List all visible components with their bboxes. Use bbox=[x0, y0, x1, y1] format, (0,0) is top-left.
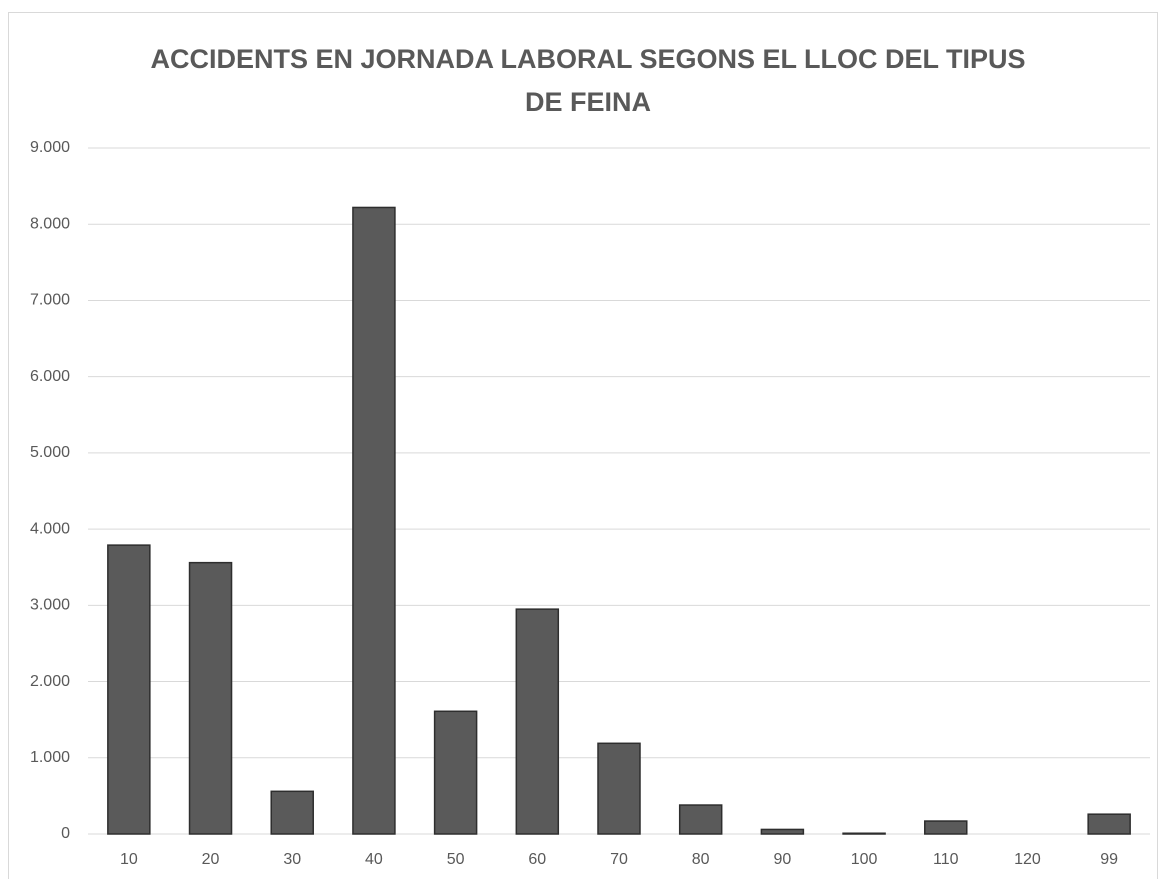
x-tick-label: 90 bbox=[773, 851, 791, 868]
x-tick-label: 60 bbox=[528, 851, 546, 868]
bar bbox=[107, 544, 151, 835]
y-tick-label: 7.000 bbox=[30, 292, 70, 309]
x-tick-label: 30 bbox=[283, 851, 301, 868]
y-tick-label: 1.000 bbox=[30, 749, 70, 766]
x-tick-label: 99 bbox=[1100, 851, 1118, 868]
bar bbox=[270, 790, 314, 835]
x-tick-label: 110 bbox=[933, 851, 959, 868]
x-tick-label: 20 bbox=[202, 851, 220, 868]
y-tick-label: 5.000 bbox=[30, 444, 70, 461]
y-tick-label: 4.000 bbox=[30, 520, 70, 537]
bar bbox=[1087, 813, 1131, 835]
chart-border bbox=[8, 12, 1158, 879]
bar bbox=[352, 206, 396, 835]
x-tick-label: 70 bbox=[610, 851, 628, 868]
y-tick-label: 6.000 bbox=[30, 368, 70, 385]
y-tick-label: 9.000 bbox=[30, 139, 70, 156]
x-tick-label: 120 bbox=[1014, 851, 1041, 868]
y-tick-label: 0 bbox=[61, 825, 70, 842]
bar bbox=[842, 832, 886, 835]
x-tick-label: 40 bbox=[365, 851, 383, 868]
y-tick-label: 3.000 bbox=[30, 597, 70, 614]
y-tick-label: 8.000 bbox=[30, 215, 70, 232]
x-tick-label: 80 bbox=[692, 851, 710, 868]
chart-title: ACCIDENTS EN JORNADA LABORAL SEGONS EL L… bbox=[150, 44, 1026, 117]
y-tick-label: 2.000 bbox=[30, 673, 70, 690]
bar bbox=[515, 608, 560, 835]
x-tick-label: 10 bbox=[120, 851, 138, 868]
bar bbox=[433, 710, 478, 835]
bar bbox=[597, 742, 641, 835]
x-tick-label: 50 bbox=[447, 851, 465, 868]
bar bbox=[760, 828, 805, 835]
x-tick-label: 100 bbox=[851, 851, 878, 868]
bar bbox=[188, 561, 233, 835]
bar bbox=[924, 820, 968, 835]
bar bbox=[678, 804, 723, 835]
